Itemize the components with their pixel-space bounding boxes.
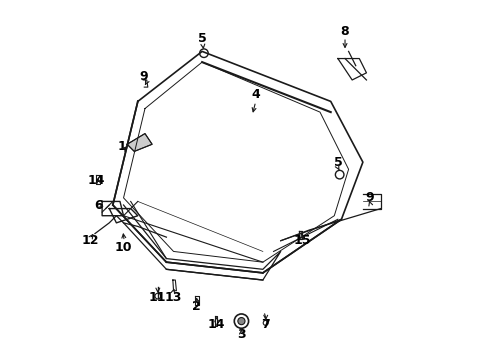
Text: 5: 5 [198, 32, 207, 45]
Circle shape [199, 49, 208, 58]
Text: 3: 3 [237, 328, 246, 341]
Text: 2: 2 [193, 300, 201, 313]
Text: 14: 14 [88, 174, 105, 186]
Polygon shape [127, 134, 152, 152]
Text: 11: 11 [149, 291, 166, 305]
Text: 1: 1 [118, 140, 126, 153]
Text: 13: 13 [165, 291, 182, 305]
Text: 6: 6 [94, 198, 103, 212]
Circle shape [335, 170, 344, 179]
Text: 14: 14 [208, 318, 225, 331]
Text: 8: 8 [341, 25, 349, 38]
Text: 12: 12 [82, 234, 99, 247]
Text: 9: 9 [366, 192, 374, 204]
Text: 4: 4 [251, 88, 260, 101]
Text: 10: 10 [115, 241, 132, 255]
Text: 5: 5 [334, 156, 342, 168]
Text: 9: 9 [139, 70, 147, 83]
Text: 7: 7 [261, 318, 270, 331]
Circle shape [234, 314, 248, 328]
Circle shape [263, 320, 268, 325]
Circle shape [238, 318, 245, 325]
Circle shape [155, 293, 161, 299]
Text: 15: 15 [294, 234, 311, 247]
